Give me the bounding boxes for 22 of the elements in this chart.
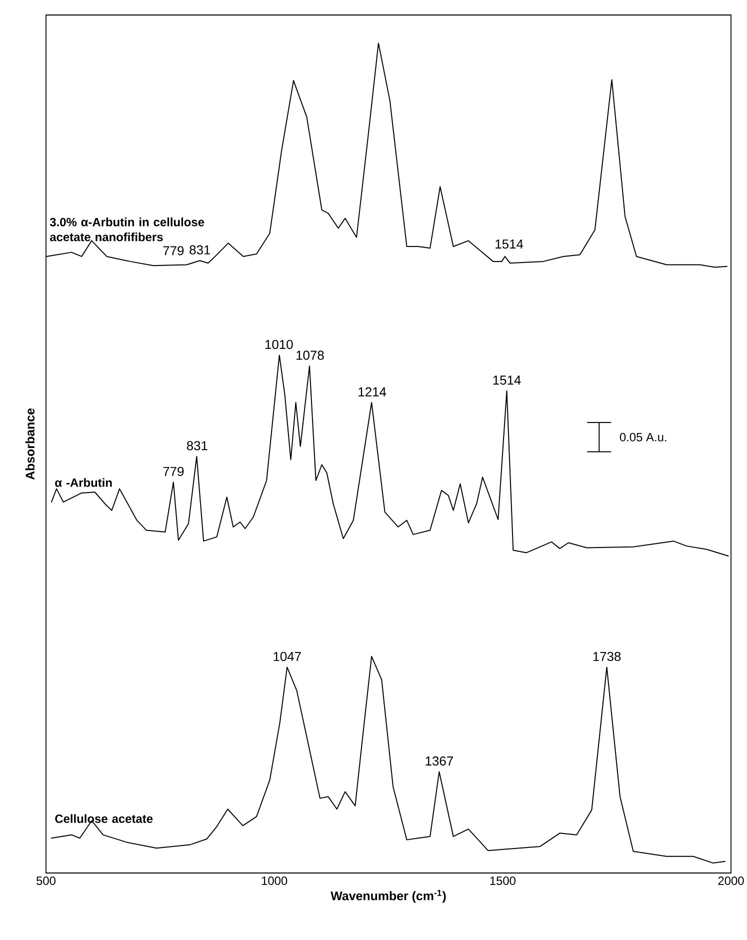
annotation: 831 (186, 441, 208, 450)
annotation: 831 (190, 245, 210, 254)
annotation: 1514 (493, 376, 521, 385)
x-tick-label: 1500 (490, 876, 516, 885)
annotation: 1047 (274, 652, 301, 662)
annotation: 779 (163, 246, 184, 256)
annotation: 1010 (265, 340, 293, 350)
annotation: 0.05 A.u. (620, 432, 666, 442)
annotation: 1738 (593, 652, 621, 662)
annotation: 1214 (358, 387, 386, 396)
x-tick-label: 500 (36, 876, 56, 885)
series-label: Cellulose acetate (55, 814, 153, 823)
y-axis-title: Absorbance (25, 408, 35, 480)
series-label: 3.0% α-Arbutin in cellulose acetate nanofifibers (50, 218, 204, 242)
annotation: 779 (163, 466, 184, 476)
x-tick-label: 2000 (718, 876, 744, 885)
annotation: 1078 (296, 350, 324, 360)
annotation: 1514 (496, 240, 524, 249)
annotation: 1367 (426, 756, 453, 766)
series-label: α -Arbutin (55, 478, 112, 487)
x-tick-label: 1000 (262, 876, 288, 885)
x-axis-title: Wavenumber (cm$^{-1}$) (330, 890, 446, 903)
